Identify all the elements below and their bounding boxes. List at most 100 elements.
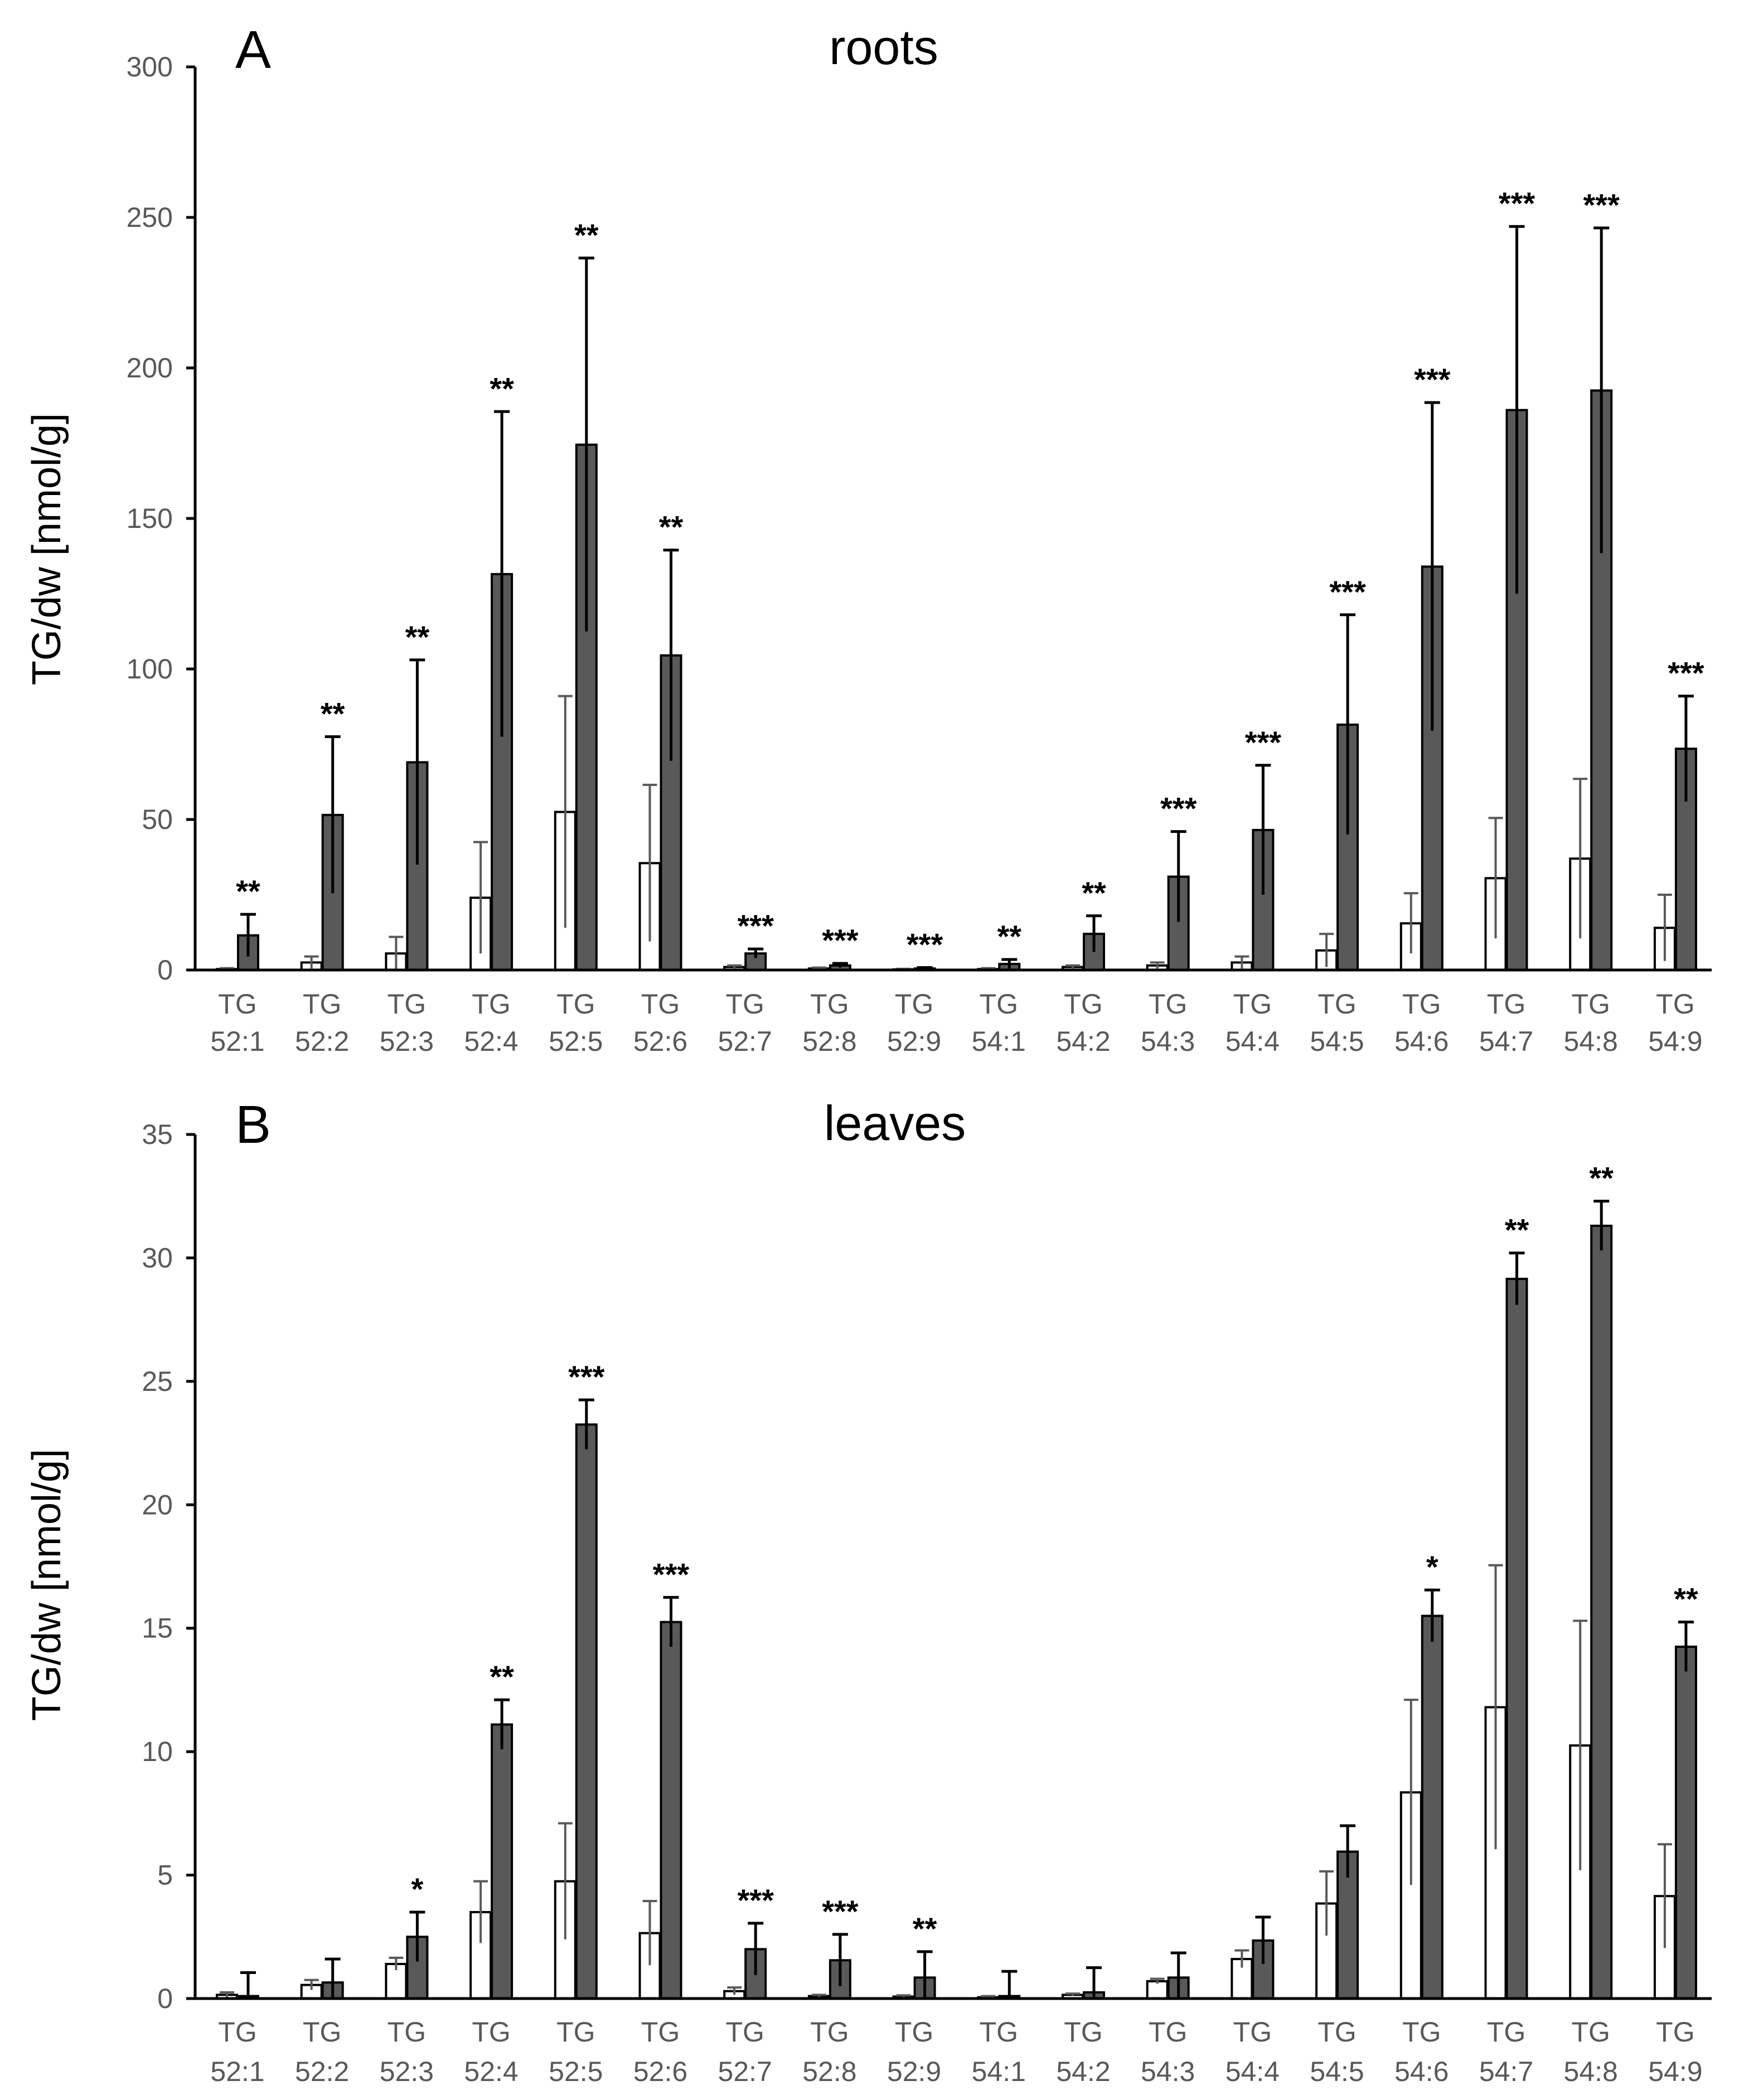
panel-a-significance-label: *** (1583, 187, 1620, 222)
panel-a-y-tick-label: 250 (127, 202, 173, 233)
panel-b-significance-label: ** (1674, 1582, 1698, 1617)
panel-a-category-label: 54:4 (1225, 1026, 1280, 1057)
panel-b-category-label-prefix: TG (218, 2016, 256, 2048)
panel-a-significance-label: *** (1668, 656, 1704, 691)
panel-a-y-tick-label: 100 (127, 653, 173, 685)
panel-a-y-ticks: 0 50 100 150 200 250 300 (127, 51, 195, 986)
panel-a-significance-label: ** (490, 371, 514, 406)
panel-a-significance-label: *** (822, 923, 859, 958)
panel-a-category-label: 54:8 (1564, 1026, 1618, 1057)
panel-b-y-tick-label: 25 (142, 1366, 173, 1397)
panel-b-category-label-prefix: TG (303, 2016, 341, 2048)
panel-b-category-label: 52:5 (549, 2056, 603, 2087)
panel-b-category-label-prefix: TG (1233, 2016, 1272, 2048)
panel-b-y-tick-label: 10 (142, 1736, 173, 1767)
panel-a-significance-label: ** (405, 619, 430, 654)
panel-a-category-label-prefix: TG (1487, 988, 1525, 1020)
panel-b-significance-label: ** (913, 1911, 937, 1946)
panel-b-category-label-prefix: TG (1487, 2016, 1525, 2048)
panel-b-y-axis-title: TG/dw [nmol/g] (25, 1449, 69, 1721)
panel-a-y-axis-title: TG/dw [nmol/g] (25, 413, 69, 685)
panel-a-significance-label: ** (1082, 875, 1106, 910)
panel-a-significance-label: ** (574, 217, 599, 253)
panel-a-category-label: 54:6 (1394, 1026, 1449, 1057)
panel-a-category-label: 52:8 (802, 1026, 856, 1057)
panel-a-category-label-prefix: TG (895, 988, 933, 1020)
panel-a-significance-label: ** (997, 919, 1022, 954)
panel-a-category-label-prefix: TG (1064, 988, 1102, 1020)
panel-b-category-label: 52:1 (210, 2056, 264, 2087)
panel-a-significance-label: *** (1329, 574, 1366, 609)
panel-a-category-label: 54:1 (972, 1026, 1026, 1057)
panel-a-roots-chart: A roots TG/dw [nmol/g] 0 50 100 150 200 250 30… (25, 20, 1712, 1057)
panel-a-category-label-prefix: TG (387, 988, 426, 1020)
panel-b-letter: B (235, 1095, 271, 1155)
panel-a-category-label: 54:5 (1310, 1026, 1364, 1057)
panel-a-category-label: 52:4 (464, 1026, 518, 1057)
panel-b-bar-treated (575, 1423, 598, 2000)
panel-a-category-label-prefix: TG (303, 988, 341, 1020)
panel-a-y-tick-label: 0 (157, 954, 173, 986)
panel-b-category-label: 52:4 (464, 2056, 518, 2087)
panel-a-category-label-prefix: TG (472, 988, 510, 1020)
panel-b-category-label-prefix: TG (556, 2016, 595, 2048)
panel-b-y-tick-label: 20 (142, 1489, 173, 1520)
panel-b-y-tick-label: 35 (142, 1119, 173, 1150)
panel-a-category-label: 54:7 (1479, 1026, 1533, 1057)
panel-b-bar-treated (1421, 1614, 1443, 2000)
panel-b-category-label: 52:9 (887, 2056, 941, 2087)
panel-b-category-label: 54:4 (1225, 2056, 1280, 2087)
panel-a-category-label-prefix: TG (725, 988, 764, 1020)
panel-b-bar-treated (1674, 1645, 1697, 2000)
panel-a-title: roots (829, 20, 938, 75)
panel-b-category-label: 52:6 (633, 2056, 687, 2087)
panel-a-significance-label: *** (1245, 725, 1282, 760)
panel-a-y-tick-label: 200 (127, 352, 173, 384)
panel-b-y-tick-label: 5 (157, 1860, 173, 1891)
panel-b-significance-label: *** (568, 1359, 605, 1394)
panel-a-category-label: 52:2 (295, 1026, 349, 1057)
panel-b-category-label: 54:9 (1648, 2056, 1702, 2087)
panel-b-bar-treated (1505, 1278, 1528, 2000)
panel-b-category-label: 54:3 (1141, 2056, 1195, 2087)
panel-a-significance-label: *** (738, 908, 774, 943)
panel-a-category-label-prefix: TG (1233, 988, 1272, 1020)
panel-a-category-label: 52:9 (887, 1026, 941, 1057)
panel-a-category-label: 52:3 (380, 1026, 434, 1057)
panel-a-significance-label: *** (907, 927, 943, 962)
panel-b-significance-label: * (411, 1871, 424, 1907)
panel-b-category-label: 52:7 (718, 2056, 772, 2087)
panel-b-leaves-chart: B leaves TG/dw [nmol/g] 0 5 10 15 20 25 30 35 *… (25, 1095, 1712, 2087)
panel-b-y-tick-label: 30 (142, 1242, 173, 1273)
panel-b-y-tick-label: 15 (142, 1613, 173, 1644)
panel-b-category-label-prefix: TG (895, 2016, 933, 2048)
panel-b-bars: ************ *** ********* (216, 1161, 1698, 2000)
panel-a-category-label-prefix: TG (1317, 988, 1356, 1020)
panel-b-category-label: 54:6 (1394, 2056, 1449, 2087)
panel-b-bar-control (1146, 1980, 1169, 2000)
panel-a-category-label-prefix: TG (810, 988, 849, 1020)
panel-b-category-label-prefix: TG (1149, 2016, 1187, 2048)
panel-b-category-label: 54:1 (972, 2056, 1026, 2087)
panel-a-significance-label: ** (659, 510, 684, 545)
panel-a-x-categories: TG 52:1 TG 52:2 TG 52:3 TG 52:4 TG 52:5 TG 52:6 TG 52… (210, 988, 1702, 1057)
panel-a-significance-label: *** (1160, 791, 1197, 826)
panel-a-category-label-prefix: TG (1656, 988, 1694, 1020)
panel-b-category-label-prefix: TG (1402, 2016, 1441, 2048)
panel-a-category-label: 52:1 (210, 1026, 264, 1057)
panel-b-significance-label: ** (1589, 1161, 1614, 1196)
panel-b-x-categories: TG 52:1 TG 52:2 TG 52:3 TG 52:4 TG 52:5 TG 52:6 TG 52… (210, 2016, 1702, 2087)
panel-b-category-label: 52:2 (295, 2056, 349, 2087)
panel-b-significance-label: * (1426, 1549, 1438, 1584)
panel-a-category-label: 52:5 (549, 1026, 603, 1057)
panel-b-category-label-prefix: TG (472, 2016, 510, 2048)
panel-a-bars: *************** *** *** *******************… (216, 186, 1704, 972)
panel-b-significance-label: *** (822, 1894, 859, 1929)
panel-b-bar-treated (1590, 1224, 1613, 2000)
panel-b-category-label: 54:5 (1310, 2056, 1364, 2087)
panel-a-letter: A (235, 20, 271, 80)
panel-a-category-label: 52:6 (633, 1026, 687, 1057)
panel-b-y-ticks: 0 5 10 15 20 25 30 35 (142, 1119, 195, 2014)
panel-a-category-label-prefix: TG (980, 988, 1018, 1020)
